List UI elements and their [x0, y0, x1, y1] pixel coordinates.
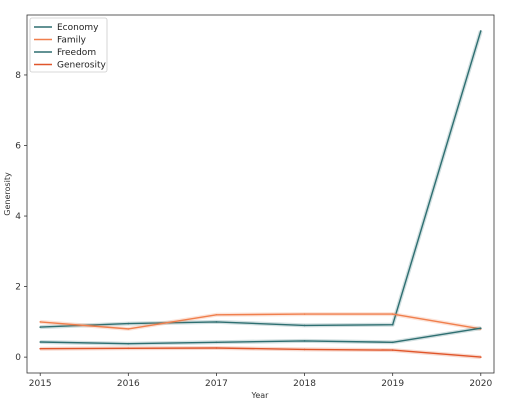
series-line-generosity [40, 347, 481, 358]
plot-area [26, 14, 495, 374]
legend-box [29, 17, 108, 73]
data-point-generosity [303, 348, 306, 351]
data-point-economy [391, 323, 394, 326]
series-lines [39, 30, 483, 360]
axis-ticks: 2015 2016 2017 2018 2019 2020 0 2 4 6 8 [15, 71, 492, 389]
legend-label-family: Family [57, 36, 87, 46]
data-point-freedom [215, 341, 218, 344]
x-axis-label: Year [251, 391, 270, 400]
series-line-freedom [40, 327, 481, 345]
y-tick-label: 0 [15, 353, 21, 363]
legend-label-economy: Economy [57, 23, 99, 33]
data-point-freedom [391, 341, 394, 344]
data-point-freedom [303, 340, 306, 342]
data-point-generosity [215, 347, 218, 349]
data-point-economy [303, 324, 306, 327]
data-point-economy [39, 326, 41, 328]
data-point-economy [215, 321, 218, 323]
data-point-family [39, 321, 41, 323]
data-point-generosity [391, 349, 394, 351]
y-tick-label: 2 [15, 283, 21, 293]
legend: Economy Family Freedom Generosity [29, 17, 108, 73]
data-point-generosity [39, 347, 41, 350]
x-tick-label: 2015 [29, 379, 52, 389]
data-point-family [391, 313, 394, 315]
x-tick-label: 2019 [381, 379, 404, 389]
data-point-economy [127, 322, 130, 325]
series-line-family [40, 313, 481, 330]
data-point-freedom [39, 341, 41, 343]
series-line-economy [40, 30, 482, 328]
x-tick-label: 2017 [205, 379, 228, 389]
data-point-family [215, 314, 218, 316]
data-point-family [127, 328, 130, 330]
legend-label-freedom: Freedom [57, 48, 96, 58]
y-axis-label: Generosity [3, 172, 12, 216]
data-point-family [303, 313, 306, 315]
data-point-generosity [480, 356, 482, 358]
data-point-generosity [127, 347, 130, 350]
x-tick-label: 2018 [293, 379, 316, 389]
x-tick-label: 2020 [469, 379, 492, 389]
y-tick-label: 8 [15, 71, 21, 81]
data-point-freedom [127, 342, 130, 345]
data-point-economy [480, 30, 482, 32]
y-tick-label: 4 [15, 212, 21, 222]
legend-label-generosity: Generosity [57, 61, 106, 71]
x-tick-label: 2016 [117, 379, 140, 389]
data-point-freedom [480, 327, 482, 330]
y-tick-label: 6 [15, 142, 21, 152]
